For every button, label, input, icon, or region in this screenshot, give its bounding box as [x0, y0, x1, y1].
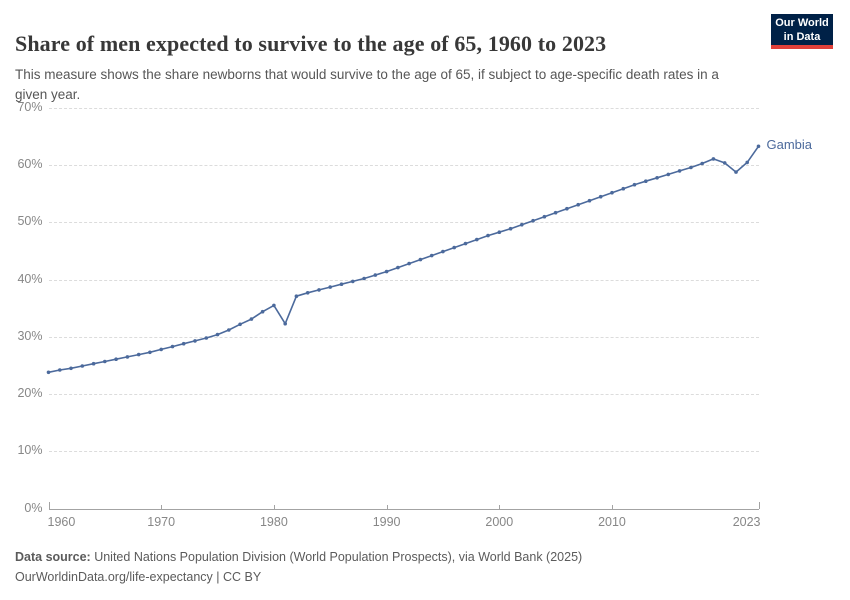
x-axis-tick-label: 2000 — [485, 514, 514, 529]
x-axis-tick-label: 1990 — [372, 514, 401, 529]
y-axis-tick-label: 70% — [17, 100, 43, 114]
y-axis-tick-label: 60% — [17, 157, 43, 172]
owid-logo-line1: Our World — [775, 17, 829, 29]
owid-logo-line2: in Data — [783, 30, 821, 43]
x-axis-tick-label: 1980 — [259, 514, 288, 529]
gridline — [48, 108, 759, 109]
chart-footer: Data source: United Nations Population D… — [15, 547, 815, 587]
gridline — [48, 165, 759, 167]
x-axis-tick-mark — [758, 501, 760, 509]
gridline — [48, 336, 759, 338]
y-axis-tick-label: 30% — [17, 328, 43, 343]
owid-logo[interactable]: Our World in Data — [771, 14, 833, 49]
x-axis-tick-label: 2023 — [732, 514, 761, 529]
y-axis-tick-label: 40% — [17, 271, 43, 286]
license-line[interactable]: OurWorldinData.org/life-expectancy | CC … — [15, 570, 262, 584]
x-axis-tick-label: 1970 — [147, 514, 176, 529]
x-axis-tick-mark — [499, 504, 501, 509]
gridline — [48, 451, 759, 453]
x-axis-tick-mark — [48, 501, 50, 509]
gridline — [48, 222, 759, 224]
y-axis-tick-label: 50% — [17, 214, 43, 229]
y-axis-tick-label: 0% — [24, 500, 43, 515]
gridline — [48, 394, 759, 396]
series-end-label[interactable]: Gambia — [766, 137, 813, 153]
data-source-prefix: Data source: — [15, 550, 91, 564]
data-source-line: Data source: United Nations Population D… — [15, 547, 815, 567]
x-axis-tick-mark — [161, 504, 163, 509]
x-axis-tick-label: 2010 — [598, 514, 626, 529]
y-axis-tick-label: 20% — [17, 386, 43, 401]
x-axis-tick-mark — [273, 504, 275, 509]
data-source-text: United Nations Population Division (Worl… — [90, 550, 583, 564]
page-title: Share of men expected to survive to the … — [15, 30, 607, 56]
x-axis-tick-mark — [611, 504, 613, 509]
x-axis-tick-mark — [386, 504, 388, 509]
x-axis-line — [48, 508, 759, 510]
chart-subtitle: This measure shows the share newborns th… — [15, 66, 719, 102]
gridline — [48, 279, 759, 281]
x-axis-tick-label: 1960 — [47, 514, 76, 529]
y-axis-tick-label: 10% — [17, 443, 43, 458]
